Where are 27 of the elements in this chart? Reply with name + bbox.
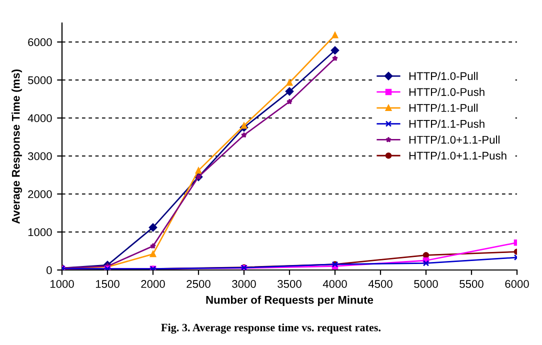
y-tick-label: 4000	[28, 114, 52, 122]
legend-label: HTTP/1.0-Push	[409, 88, 484, 96]
x-tick-label: 5000	[414, 280, 438, 288]
legend-label: HTTP/1.1-Push	[409, 120, 484, 128]
legend-label: HTTP/1.0-Pull	[409, 72, 478, 80]
y-tick-label: 1000	[28, 228, 52, 236]
x-tick-label: 2500	[186, 280, 210, 288]
x-tick-label: 1500	[96, 280, 120, 288]
y-tick-label: 2000	[28, 190, 52, 198]
y-tick-label: 3000	[28, 152, 52, 160]
x-tick-label: 2000	[141, 280, 165, 288]
y-axis-title: Average Response Time (ms)	[12, 70, 22, 224]
x-tick-label: 5500	[460, 280, 484, 288]
y-tick-label: 5000	[28, 76, 52, 84]
x-tick-label: 3000	[232, 280, 256, 288]
x-tick-label: 1000	[50, 280, 74, 288]
legend-label: HTTP/1.0+1.1-Pull	[409, 136, 500, 144]
x-tick-label: 3500	[278, 280, 302, 288]
caption: Fig. 3. Average response time vs. request rates.	[161, 323, 381, 334]
x-axis-title: Number of Requests per Minute	[206, 296, 374, 306]
x-tick-label: 4500	[368, 280, 392, 288]
legend-label: HTTP/1.1-Pull	[409, 104, 478, 112]
x-tick-label: 4000	[322, 280, 347, 288]
y-tick-label: 0	[46, 266, 52, 274]
x-tick-label: 6000	[505, 280, 529, 288]
legend-label: HTTP/1.0+1.1-Push	[409, 151, 506, 160]
y-tick-label: 6000	[28, 38, 52, 46]
